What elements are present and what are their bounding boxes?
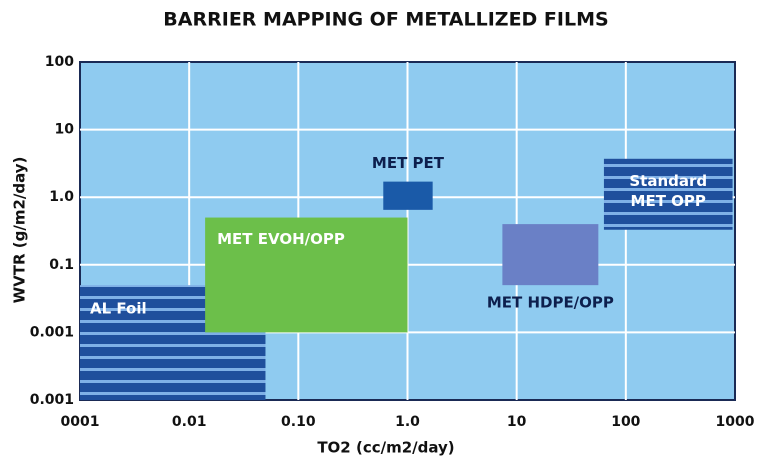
chart-title: BARRIER MAPPING OF METALLIZED FILMS <box>163 9 608 31</box>
x-tick-label: 1.0 <box>395 414 420 430</box>
region <box>502 224 599 286</box>
region-label: MET EVOH/OPP <box>217 230 345 248</box>
x-axis-label: TO2 (cc/m2/day) <box>317 439 454 457</box>
x-tick-label: 0.10 <box>281 414 316 430</box>
region-label: AL Foil <box>90 300 147 318</box>
region-label: Standard MET OPP <box>629 171 707 209</box>
region <box>383 181 433 210</box>
x-tick-label: 0001 <box>61 414 100 430</box>
region <box>603 158 733 230</box>
x-tick-label: 10 <box>507 414 527 430</box>
y-tick-label: 0.1 <box>49 257 74 273</box>
region-label-line: MET OPP <box>631 191 706 209</box>
y-tick-label: 100 <box>45 54 74 70</box>
y-tick-label: 10 <box>55 122 75 138</box>
region <box>205 217 408 333</box>
region-label: MET HDPE/OPP <box>487 294 614 312</box>
x-tick-label: 100 <box>611 414 640 430</box>
region-label-line: Standard <box>629 171 707 189</box>
x-tick-label: 0.01 <box>172 414 207 430</box>
region-label: MET PET <box>372 154 445 172</box>
y-tick-label: 0.001 <box>30 324 74 340</box>
y-axis-label: WVTR (g/m2/day) <box>11 157 29 304</box>
y-tick-label: 1.0 <box>49 189 74 205</box>
x-tick-label: 1000 <box>716 414 755 430</box>
y-tick-label: 0.001 <box>30 392 74 408</box>
